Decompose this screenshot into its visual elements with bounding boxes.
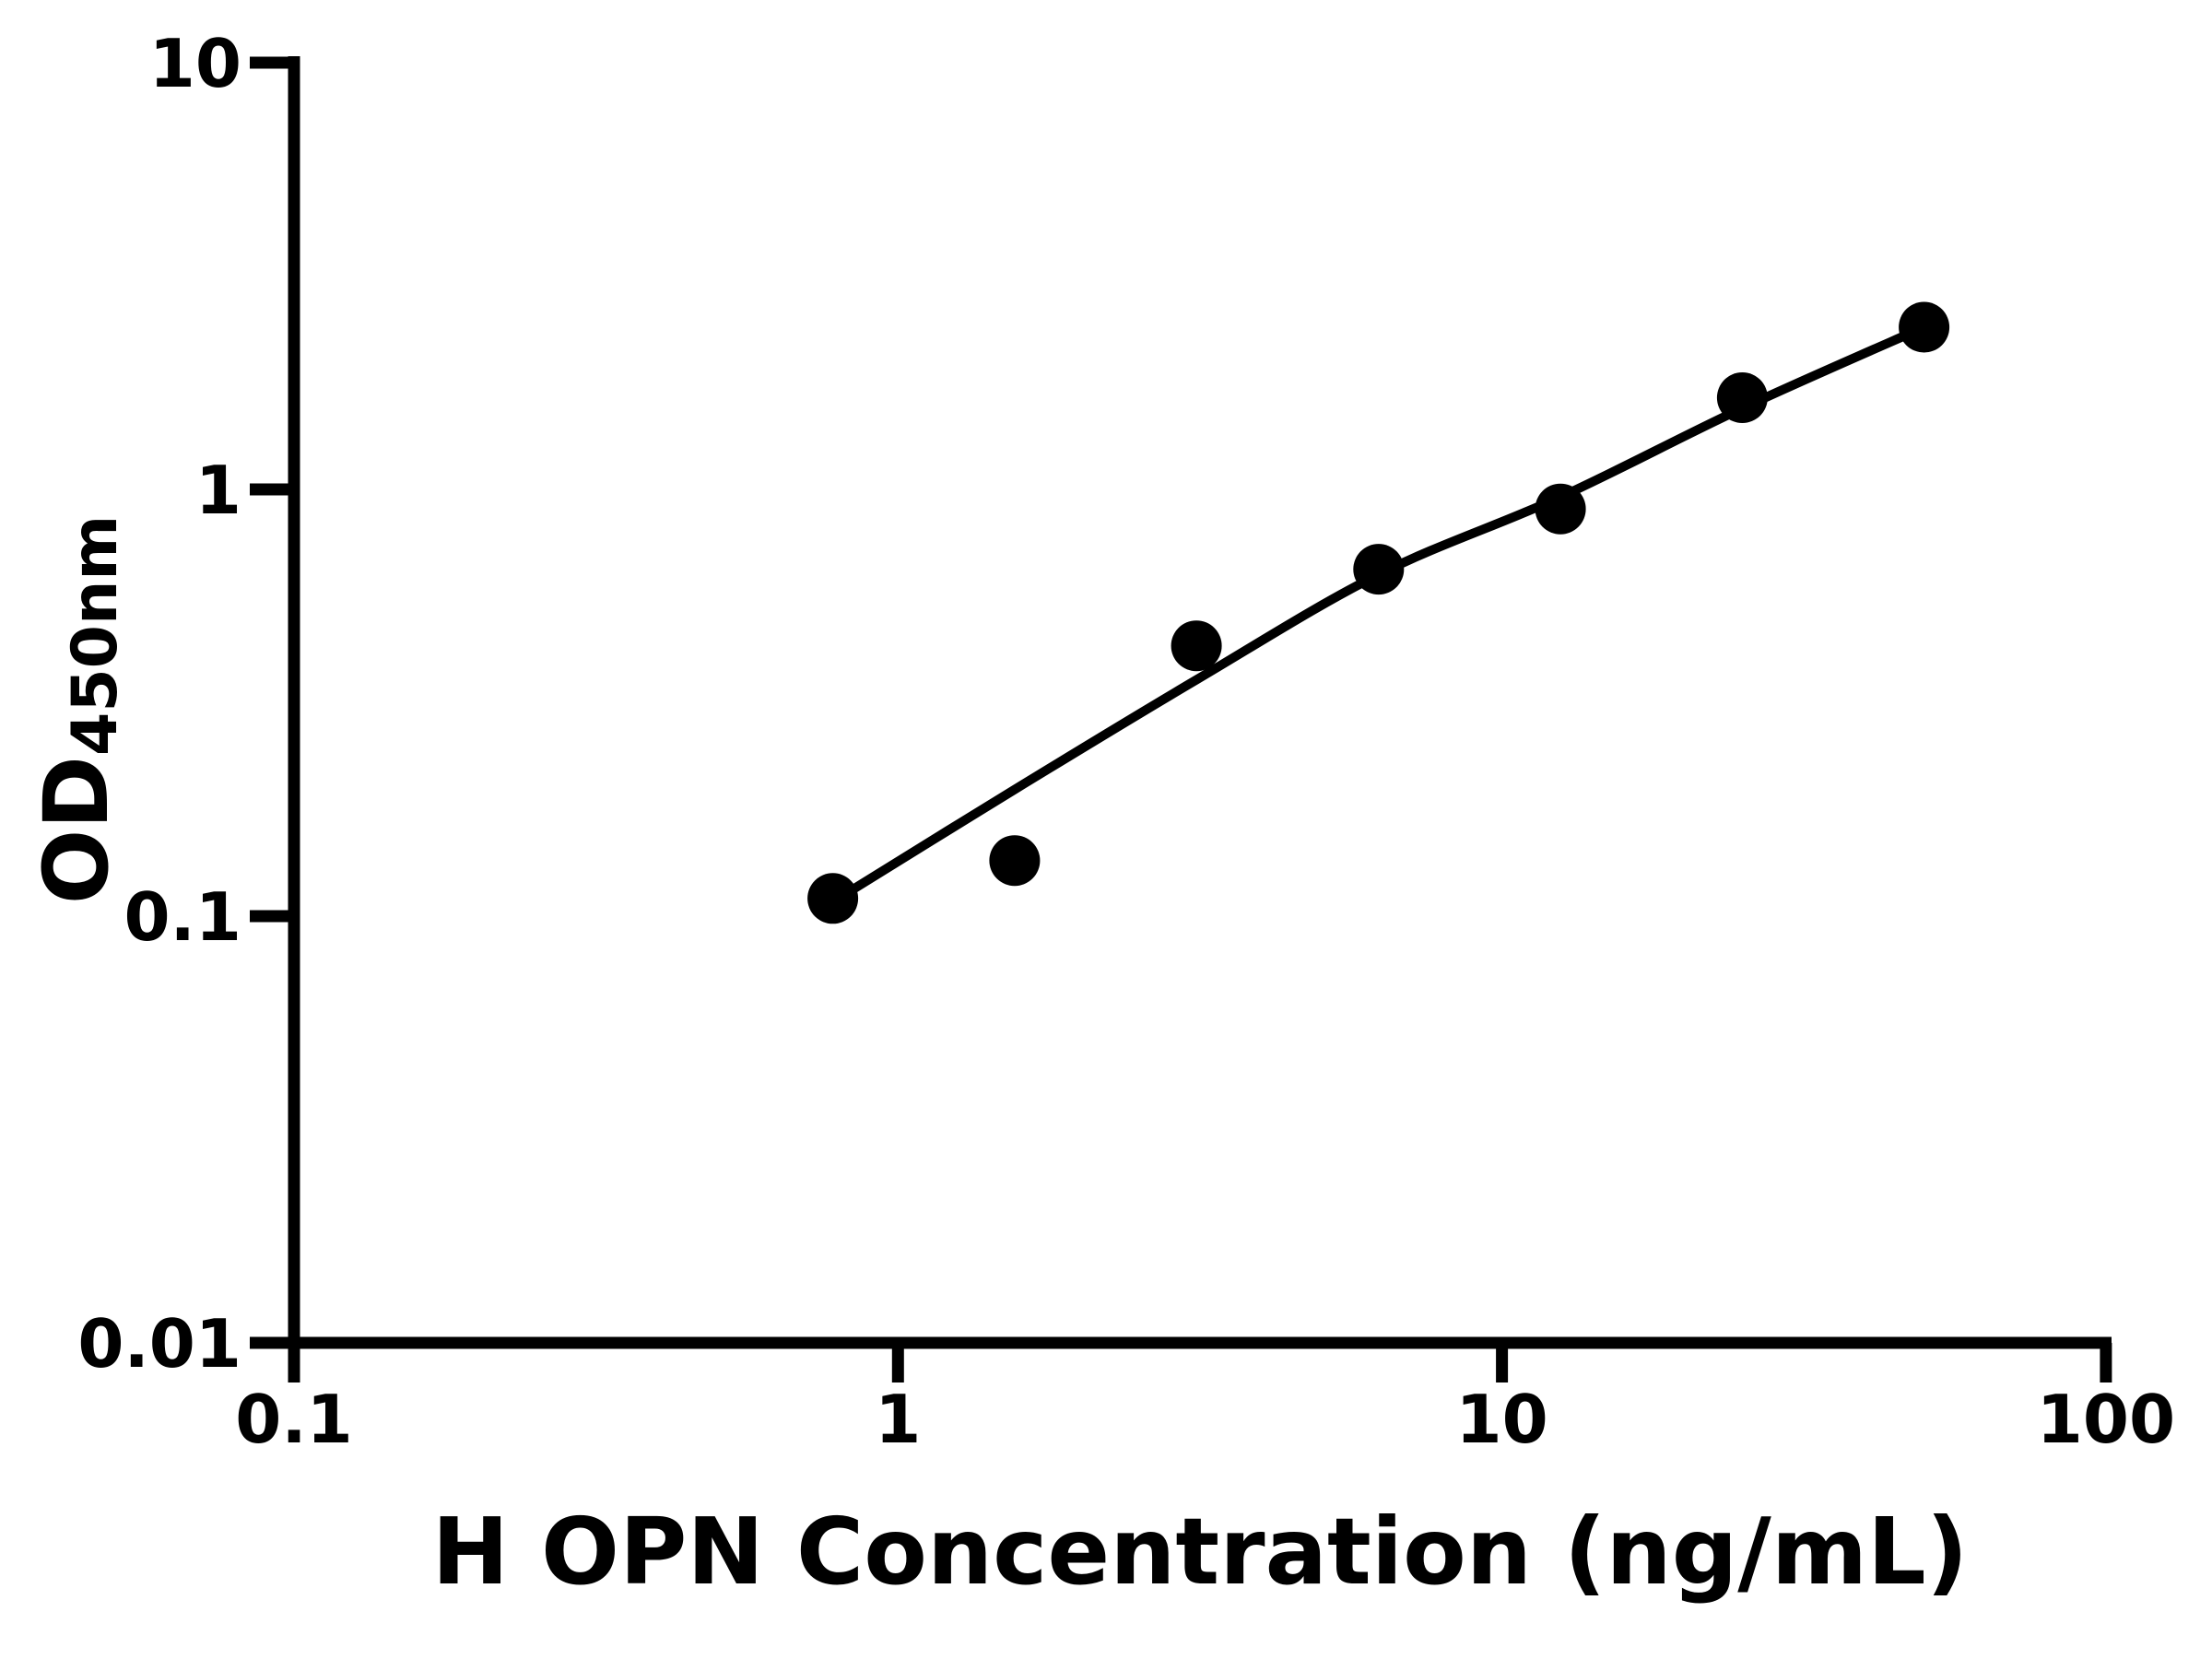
data-point [1716, 372, 1768, 423]
data-point [1353, 544, 1405, 595]
y-tick-label: 0.1 [124, 878, 241, 956]
data-point [989, 835, 1041, 887]
x-tick-label: 1 [875, 1381, 921, 1458]
data-point [1899, 301, 1950, 353]
y-tick-label: 1 [195, 452, 241, 529]
y-axis-title-main: OD [25, 756, 128, 904]
x-axis-title: H OPN Concentration (ng/mL) [432, 1498, 1969, 1606]
y-axis-title-subscript: 450nm [59, 515, 132, 756]
y-axis-title: OD450nm [25, 515, 132, 905]
data-point [807, 873, 859, 924]
y-tick-label: 0.01 [77, 1305, 241, 1382]
data-point [1535, 483, 1586, 535]
y-axis-ticks: 10 1 0.1 0.01 [77, 25, 294, 1382]
y-tick-label: 10 [149, 25, 241, 102]
x-tick-label: 100 [2037, 1381, 2175, 1458]
x-tick-label: 0.1 [235, 1381, 353, 1458]
x-tick-label: 10 [1455, 1381, 1547, 1458]
x-axis-ticks: 0.1 1 10 100 [235, 1343, 2175, 1458]
data-points [807, 301, 1950, 924]
data-point [1171, 620, 1222, 672]
